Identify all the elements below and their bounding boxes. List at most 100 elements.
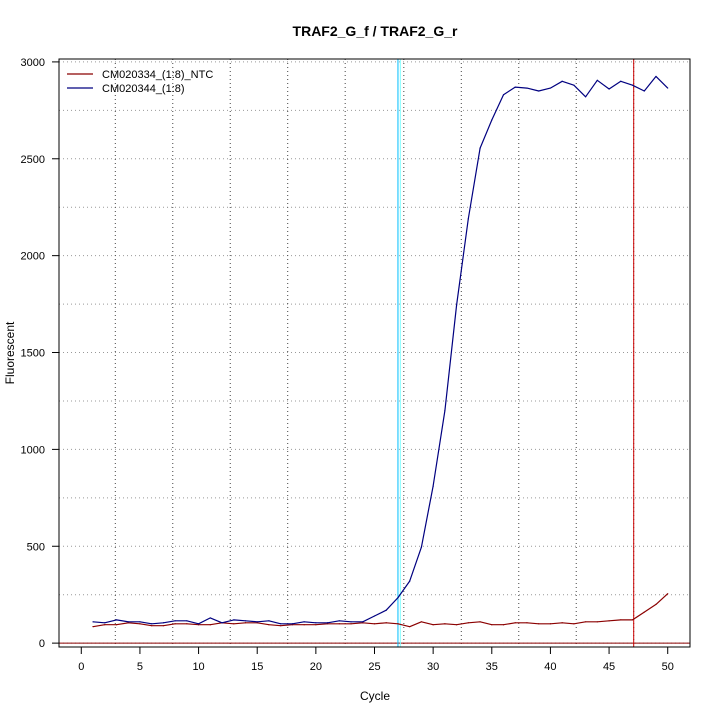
data-point-0-48 (655, 603, 657, 605)
data-point-1-21 (338, 620, 340, 622)
marker-layer (59, 59, 690, 647)
data-point-1-25 (385, 609, 387, 611)
data-point-0-15 (268, 624, 270, 626)
data-point-1-15 (268, 620, 270, 622)
data-point-1-17 (291, 623, 293, 625)
data-point-0-43 (596, 621, 598, 623)
y-axis-label: Fluorescent (3, 321, 17, 384)
data-point-0-13 (244, 622, 247, 624)
data-point-1-19 (315, 622, 317, 624)
data-point-0-38 (538, 623, 540, 625)
data-point-1-32 (467, 218, 469, 220)
x-tick-label-3: 15 (251, 661, 263, 673)
series-layer (92, 75, 669, 628)
data-point-1-28 (420, 546, 423, 548)
data-point-1-10 (209, 617, 211, 619)
grid-layer (59, 59, 690, 647)
y-tick-label-4: 2000 (21, 251, 45, 263)
data-point-1-46 (631, 84, 634, 86)
data-point-1-27 (409, 580, 411, 582)
data-point-0-18 (303, 624, 305, 626)
data-point-0-36 (514, 622, 516, 624)
data-point-0-21 (338, 623, 340, 625)
data-point-1-16 (280, 623, 282, 625)
data-point-0-12 (233, 623, 235, 625)
data-point-0-0 (92, 626, 94, 628)
data-point-0-17 (291, 624, 293, 626)
data-point-0-34 (491, 624, 493, 626)
y-tick-label-5: 2500 (21, 154, 45, 166)
x-tick-label-9: 45 (603, 661, 615, 673)
data-point-1-12 (233, 619, 235, 621)
data-point-1-23 (362, 621, 364, 623)
data-point-0-16 (280, 625, 282, 627)
x-tick-label-10: 50 (662, 661, 674, 673)
x-tick-label-2: 10 (192, 661, 204, 673)
data-point-1-22 (350, 621, 352, 623)
data-point-1-24 (373, 615, 376, 617)
data-point-0-37 (526, 622, 528, 624)
legend: CM020334_(1:8)_NTC CM020344_(1:8) (67, 69, 213, 95)
data-point-0-6 (162, 625, 164, 627)
data-point-0-7 (174, 623, 176, 625)
data-point-0-31 (456, 624, 458, 626)
data-point-0-49 (667, 593, 669, 595)
data-point-0-14 (256, 622, 258, 624)
data-point-1-38 (538, 90, 540, 92)
data-point-1-5 (151, 623, 153, 625)
data-point-1-1 (104, 622, 106, 624)
data-point-1-0 (92, 621, 94, 623)
data-point-1-37 (526, 87, 528, 89)
x-tick-label-4: 20 (310, 661, 322, 673)
data-point-0-20 (326, 623, 329, 625)
data-point-0-5 (151, 625, 153, 627)
x-axis: 0 5 10 15 20 25 30 35 40 45 50 (78, 646, 674, 673)
data-point-0-45 (620, 619, 622, 621)
y-tick-label-6: 3000 (21, 57, 45, 69)
x-tick-label-0: 0 (78, 661, 84, 673)
data-point-1-26 (397, 596, 399, 599)
y-axis: 0 500 1000 1500 2000 2500 3000 (21, 57, 60, 650)
data-point-0-1 (104, 624, 106, 626)
data-point-1-43 (596, 79, 598, 81)
data-point-0-46 (631, 619, 634, 621)
data-point-1-34 (491, 119, 493, 121)
data-point-1-47 (643, 90, 645, 92)
data-point-1-35 (502, 94, 505, 96)
data-point-1-9 (197, 623, 200, 625)
chart-title: TRAF2_G_f / TRAF2_G_r (293, 23, 458, 39)
data-point-1-49 (667, 87, 669, 89)
data-point-0-30 (444, 623, 446, 625)
data-point-0-33 (479, 621, 481, 623)
series-line-1 (92, 75, 669, 625)
data-point-1-7 (174, 620, 176, 622)
data-point-1-45 (620, 80, 622, 82)
data-point-0-44 (608, 620, 610, 622)
series-line-0 (92, 593, 669, 628)
y-tick-label-1: 500 (27, 541, 45, 553)
data-point-0-25 (385, 622, 387, 624)
data-point-1-44 (608, 88, 610, 90)
data-point-0-27 (409, 626, 411, 628)
y-tick-label-0: 0 (39, 638, 45, 650)
series-1 (92, 75, 669, 625)
data-point-1-36 (514, 86, 516, 88)
data-point-1-31 (456, 304, 458, 306)
data-point-1-42 (585, 96, 587, 98)
data-point-1-40 (561, 80, 563, 82)
data-point-0-40 (561, 622, 563, 624)
x-tick-label-8: 40 (544, 661, 556, 673)
data-point-0-28 (420, 621, 423, 623)
data-point-1-13 (244, 620, 247, 622)
data-point-1-39 (549, 87, 552, 89)
series-0 (92, 593, 669, 628)
data-point-1-20 (326, 622, 329, 624)
data-point-1-29 (432, 485, 434, 487)
data-point-0-29 (432, 624, 434, 626)
data-point-1-14 (256, 621, 258, 623)
data-point-0-35 (502, 624, 505, 626)
data-point-0-2 (115, 624, 118, 626)
data-point-1-4 (139, 621, 141, 623)
data-point-0-42 (585, 621, 587, 623)
